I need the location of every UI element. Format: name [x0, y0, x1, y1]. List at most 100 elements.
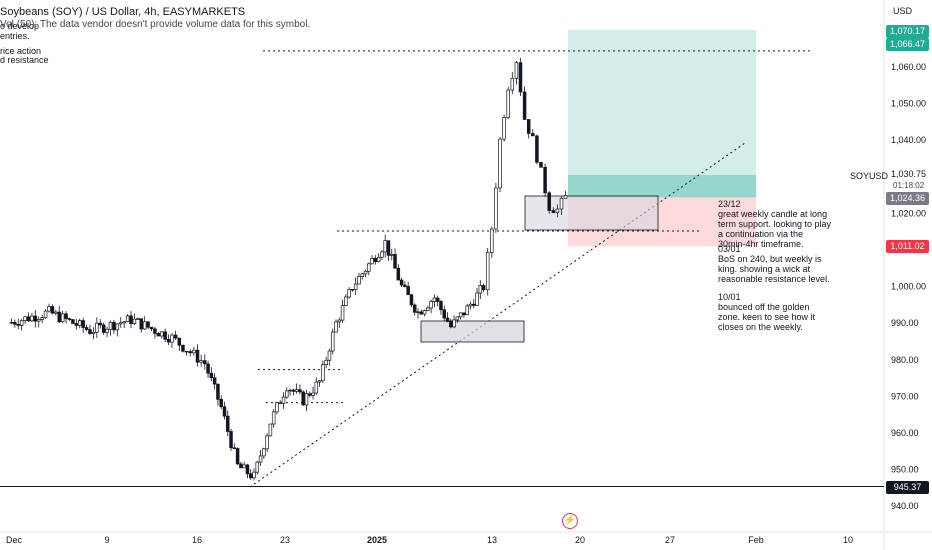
candle-body	[531, 133, 535, 137]
candle-body	[112, 321, 116, 331]
annotation-text: BoS on 240, but weekly is king. showing …	[718, 254, 830, 284]
candle-body	[115, 323, 120, 331]
candle-body	[344, 296, 348, 306]
y-tick-label: 950.00	[891, 465, 919, 475]
candle-body	[77, 320, 82, 326]
candle-body	[177, 337, 182, 346]
x-tick-label: 27	[665, 535, 675, 545]
candle-body	[67, 318, 72, 320]
candle-body	[262, 448, 266, 457]
candle-body	[91, 331, 96, 334]
candle-body	[13, 322, 17, 325]
annotation-text: bounced off the golden zone. keen to see…	[718, 302, 816, 332]
candle-body	[184, 350, 189, 353]
price-label-target: 1,070.17	[886, 25, 929, 38]
candle-body	[439, 301, 443, 311]
candle-body	[547, 192, 551, 211]
candle-body	[535, 135, 539, 163]
candle-body	[399, 279, 404, 286]
candle-body	[64, 313, 68, 319]
y-tick-label: 1,060.00	[891, 62, 926, 72]
price-label-stop: 1,011.02	[886, 240, 929, 253]
candle-body	[43, 310, 48, 319]
candle-body	[321, 364, 325, 382]
candle-body	[88, 329, 92, 334]
candle-body	[26, 316, 31, 322]
x-tick-label: Feb	[748, 535, 764, 545]
candle-body	[252, 471, 256, 479]
candle-body	[465, 305, 469, 316]
candle-body	[195, 349, 200, 363]
candle-body	[442, 309, 446, 319]
annotation-date: 03/01	[718, 244, 741, 254]
candle-body	[337, 319, 342, 323]
candle-body	[209, 372, 214, 379]
candle-body	[370, 258, 374, 265]
x-tick-label: Dec	[6, 535, 23, 545]
profit-zone-filled	[568, 175, 756, 198]
x-tick-label: 20	[575, 535, 585, 545]
candle-body	[543, 166, 547, 194]
candle-body	[475, 292, 479, 306]
candle-body	[412, 304, 417, 313]
candle-body	[132, 318, 137, 324]
left-note-1: o develop	[0, 21, 40, 31]
candle-body	[129, 315, 133, 324]
candle-body	[435, 297, 440, 302]
price-label-support: 945.37	[886, 481, 929, 494]
candle-body	[203, 360, 207, 365]
lightning-icon[interactable]: ⚡	[562, 513, 578, 529]
candle-body	[30, 315, 34, 322]
candle-body	[219, 398, 223, 408]
candle-body	[551, 210, 556, 214]
y-tick-label: 980.00	[891, 355, 919, 365]
profit-zone	[568, 29, 756, 198]
candle-body	[429, 301, 433, 309]
candle-body	[498, 138, 502, 189]
candle-body	[245, 464, 250, 475]
candle-body	[156, 333, 161, 337]
left-note-3: rice action	[0, 46, 42, 56]
candle-body	[36, 319, 41, 322]
candle-body	[47, 306, 51, 312]
candle-body	[291, 389, 296, 392]
candle-body	[160, 331, 164, 337]
candle-body	[386, 240, 391, 256]
candle-body	[478, 285, 483, 294]
candle-body	[403, 284, 407, 287]
candle-body	[229, 431, 233, 449]
candle-body	[452, 319, 456, 328]
y-tick-label: 990.00	[891, 318, 919, 328]
candle-body	[40, 317, 44, 320]
candle-body	[472, 303, 476, 306]
y-tick-label: 1,030.75	[891, 169, 926, 179]
y-tick-label: 940.00	[891, 501, 919, 511]
candle-body	[458, 312, 463, 318]
candle-body	[304, 393, 309, 406]
candle-body	[268, 423, 273, 437]
candle-body	[181, 344, 185, 352]
candle-body	[101, 324, 106, 333]
y-tick-label: 970.00	[891, 391, 919, 401]
symbol-label: SOYUSD	[850, 171, 889, 181]
candle-body	[353, 283, 358, 290]
candle-body	[445, 317, 450, 322]
candle-body	[396, 267, 401, 281]
candle-body	[376, 256, 381, 263]
candle-body	[105, 328, 109, 333]
candle-body	[432, 297, 437, 302]
currency-label[interactable]: USD	[892, 6, 912, 16]
candle-body	[330, 331, 335, 352]
candle-body	[555, 208, 560, 214]
candle-body	[166, 339, 171, 343]
candle-body	[118, 322, 123, 325]
candle-body	[340, 305, 345, 321]
candle-body	[108, 321, 113, 330]
candle-body	[19, 320, 24, 326]
x-tick-label: 2025	[367, 535, 387, 545]
candle-body	[125, 315, 130, 323]
candle-body	[95, 322, 99, 333]
candle-body	[559, 197, 564, 210]
x-tick-label: 13	[487, 535, 497, 545]
